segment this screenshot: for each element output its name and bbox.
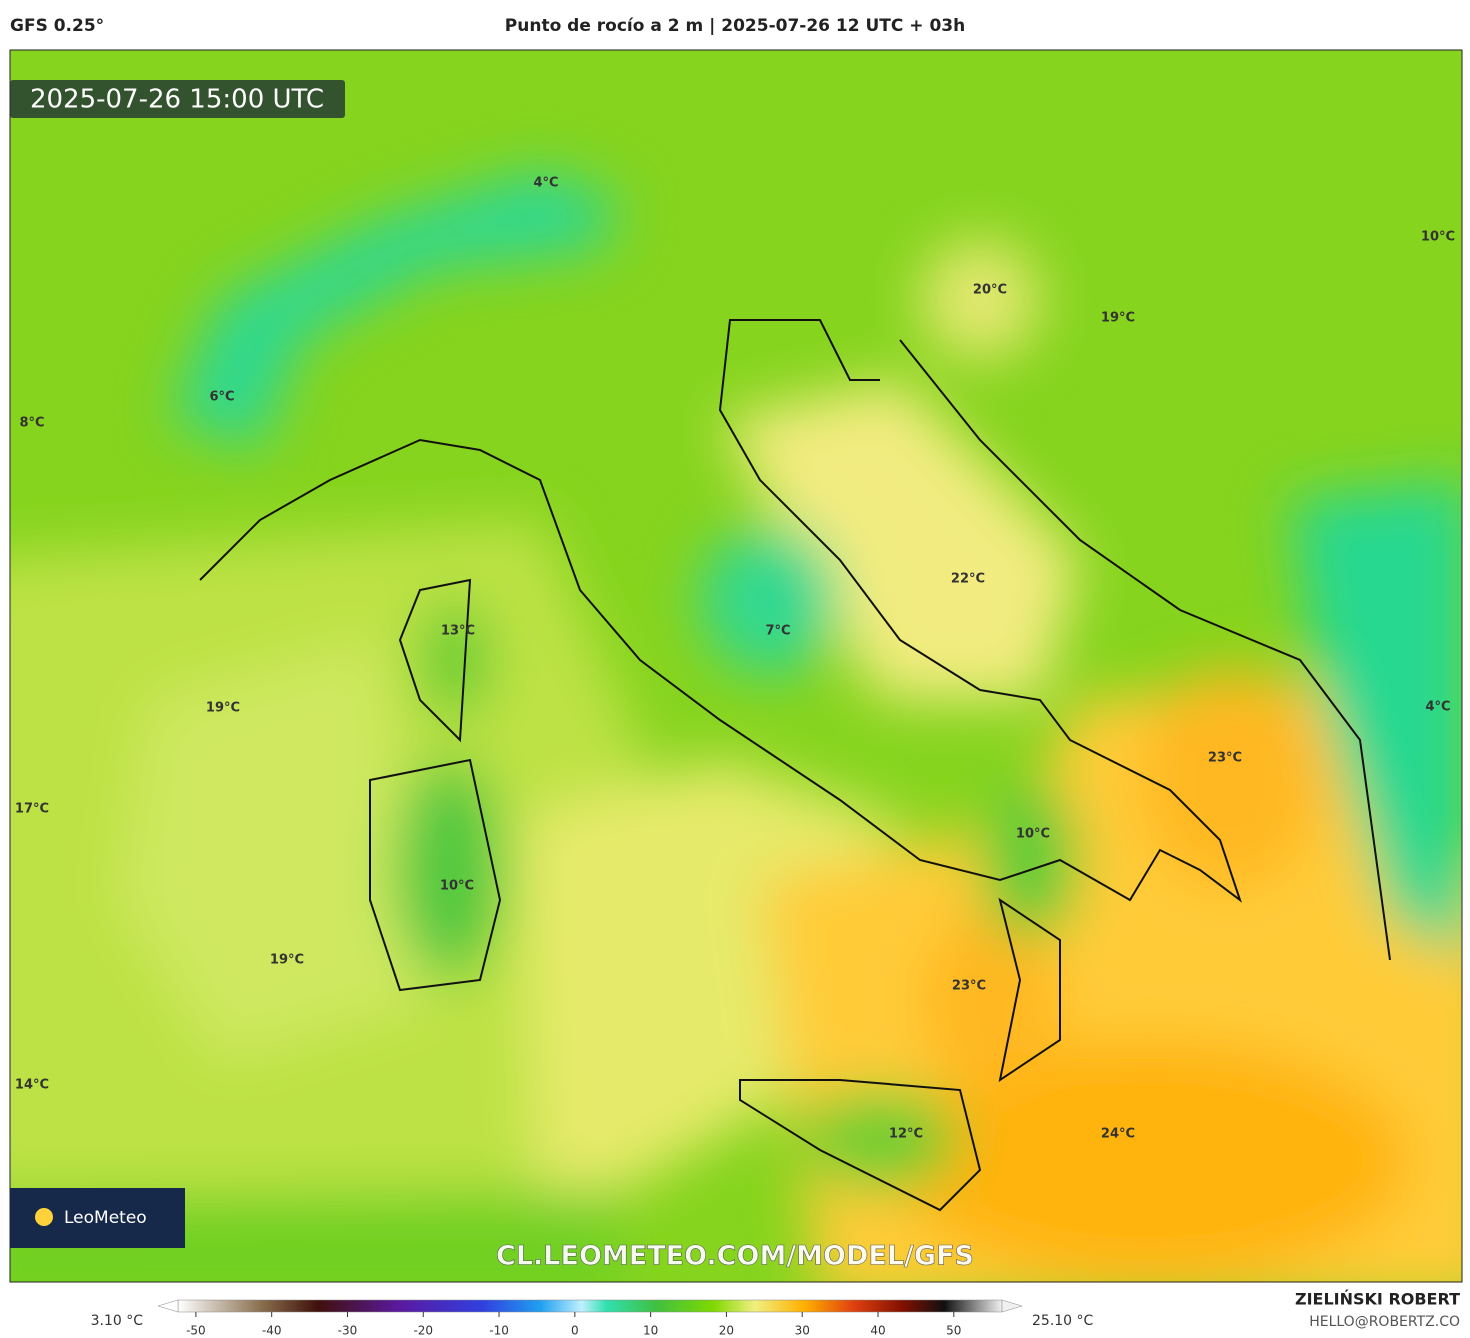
map-label: 17°C (15, 802, 49, 817)
map-label: 19°C (270, 953, 304, 968)
colorbar-tick-label: -30 (338, 1324, 358, 1338)
colorbar-tick-label: 10 (643, 1324, 658, 1338)
map-label: 22°C (951, 572, 985, 587)
colorbar-tick-label: 40 (870, 1324, 885, 1338)
model-name: GFS 0.25° (10, 16, 104, 36)
map-label: 4°C (1425, 700, 1450, 715)
map (10, 50, 1462, 1282)
colorbar-tick-label: -50 (186, 1324, 206, 1338)
map-label: 6°C (209, 390, 234, 405)
colorbar-tick-label: -20 (413, 1324, 433, 1338)
colorbar-tick-label: 20 (719, 1324, 734, 1338)
map-label: 19°C (1101, 311, 1135, 326)
map-label: 4°C (533, 176, 558, 191)
colorbar-arrow (1001, 1299, 1023, 1313)
map-label: 10°C (1421, 230, 1455, 245)
logo: LeoMeteo (64, 1208, 147, 1228)
map-label: 24°C (1101, 1127, 1135, 1142)
colorbar-tick-label: 30 (795, 1324, 810, 1338)
timestamp-box (10, 80, 345, 118)
map-label: 10°C (440, 879, 474, 894)
map-label: 7°C (765, 624, 790, 639)
map-label: 14°C (15, 1078, 49, 1093)
colorbar-min: 3.10 °C (91, 1313, 144, 1329)
watermark: CL.LEOMETEO.COM/MODEL/GFS (496, 1241, 974, 1272)
author: ZIELIŃSKI ROBERT (1295, 1290, 1460, 1309)
colorbar-arrow (157, 1299, 179, 1313)
map-label: 19°C (206, 701, 240, 716)
colorbar-tick-label: -10 (489, 1324, 509, 1338)
map-label: 23°C (1208, 751, 1242, 766)
map-label: 12°C (889, 1127, 923, 1142)
colorbar-tick-label: 50 (946, 1324, 961, 1338)
map-title: Punto de rocío a 2 m | 2025-07-26 12 UTC… (505, 16, 965, 36)
timestamp: 2025-07-26 15:00 UTC (30, 85, 324, 115)
email: HELLO@ROBERTZ.CO (1309, 1314, 1460, 1330)
logo-sun (35, 1208, 53, 1226)
colorbar (177, 1299, 1003, 1313)
map-label: 8°C (19, 416, 44, 431)
colorbar-tick-label: 0 (571, 1324, 579, 1338)
colorbar-tick-label: -40 (262, 1324, 282, 1338)
colorbar-max: 25.10 °C (1032, 1313, 1094, 1329)
map-label: 20°C (973, 283, 1007, 298)
map-label: 23°C (952, 979, 986, 994)
map-label: 10°C (1016, 827, 1050, 842)
map-label: 13°C (441, 624, 475, 639)
